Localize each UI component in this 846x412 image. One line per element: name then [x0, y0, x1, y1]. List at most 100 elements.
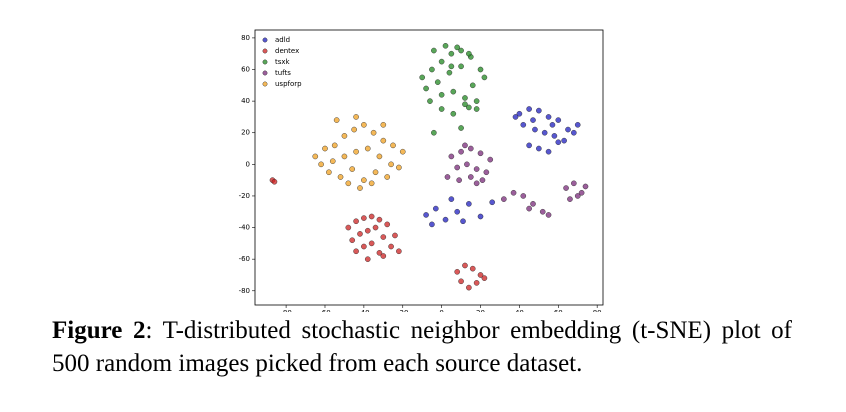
point	[384, 174, 391, 180]
point	[349, 237, 356, 244]
point	[438, 106, 445, 112]
point	[567, 196, 573, 202]
point	[364, 227, 371, 234]
caption: Figure 2: T-distributed stochastic neigh…	[52, 314, 792, 380]
point	[477, 66, 484, 73]
point	[431, 129, 437, 136]
point	[574, 122, 581, 128]
point	[337, 174, 344, 180]
point	[541, 129, 548, 136]
point	[462, 262, 468, 269]
legend-marker	[262, 48, 268, 54]
point	[458, 63, 464, 70]
point	[361, 177, 367, 183]
point	[545, 114, 552, 120]
point	[448, 153, 455, 160]
point	[333, 117, 340, 123]
point	[448, 196, 455, 202]
point	[438, 58, 445, 65]
legend-marker	[262, 59, 268, 65]
point	[353, 148, 359, 155]
y-tick-label: -80	[239, 287, 250, 295]
point	[357, 185, 363, 191]
point	[351, 126, 357, 133]
y-tick-label: 0	[246, 160, 250, 168]
point	[380, 234, 387, 240]
point	[372, 224, 379, 231]
point	[271, 178, 278, 185]
point	[376, 250, 383, 256]
point	[466, 201, 472, 207]
point	[571, 129, 577, 136]
point	[530, 201, 536, 207]
point	[536, 145, 542, 152]
point	[555, 139, 562, 146]
point	[361, 243, 367, 250]
point	[368, 180, 375, 187]
point	[466, 104, 472, 111]
point	[561, 137, 567, 144]
x-tick-label: -20	[397, 309, 408, 312]
point	[477, 272, 484, 278]
point	[448, 63, 455, 70]
point	[318, 161, 324, 168]
point	[473, 106, 480, 112]
point	[582, 183, 589, 190]
point	[388, 161, 394, 168]
point	[380, 122, 387, 128]
point	[456, 177, 462, 183]
point	[578, 189, 585, 196]
point	[380, 253, 387, 259]
point	[563, 185, 569, 191]
point	[512, 114, 519, 120]
legend-marker	[262, 70, 268, 76]
point	[427, 98, 433, 104]
point	[469, 265, 476, 272]
point	[345, 224, 352, 231]
point	[510, 189, 517, 196]
point	[464, 161, 470, 168]
point	[458, 148, 464, 155]
point	[483, 169, 490, 176]
y-tick-label: 40	[241, 97, 250, 105]
y-tick-label: 20	[241, 129, 250, 137]
point	[345, 180, 352, 187]
point	[549, 122, 556, 128]
point	[479, 177, 486, 183]
point	[361, 215, 367, 221]
point	[454, 269, 460, 275]
x-tick-label: 80	[593, 309, 602, 312]
point	[574, 193, 581, 199]
legend-label: uspforp	[275, 80, 302, 88]
point	[454, 164, 460, 171]
point	[481, 275, 488, 281]
point	[473, 180, 480, 187]
point	[473, 98, 480, 104]
point	[434, 79, 441, 85]
point	[501, 196, 507, 202]
x-tick-label: -60	[319, 309, 330, 312]
point	[450, 88, 457, 95]
point	[532, 126, 538, 133]
x-tick-label: -40	[358, 309, 369, 312]
point	[444, 174, 451, 180]
point	[361, 122, 367, 128]
point	[565, 126, 571, 133]
point	[466, 50, 472, 57]
point	[545, 212, 552, 218]
figure-label: Figure 2	[52, 317, 146, 344]
x-tick-label: 60	[554, 309, 563, 312]
x-tick-label: -80	[280, 309, 291, 312]
legend-label: tsxk	[275, 58, 291, 66]
point	[454, 44, 460, 51]
point	[384, 221, 391, 228]
legend-label: dentex	[275, 47, 299, 55]
point	[555, 117, 562, 123]
plot-area	[254, 29, 604, 306]
point	[545, 148, 552, 155]
point	[448, 50, 455, 57]
legend-label: tufts	[275, 69, 291, 77]
point	[462, 142, 468, 149]
point	[520, 193, 527, 199]
